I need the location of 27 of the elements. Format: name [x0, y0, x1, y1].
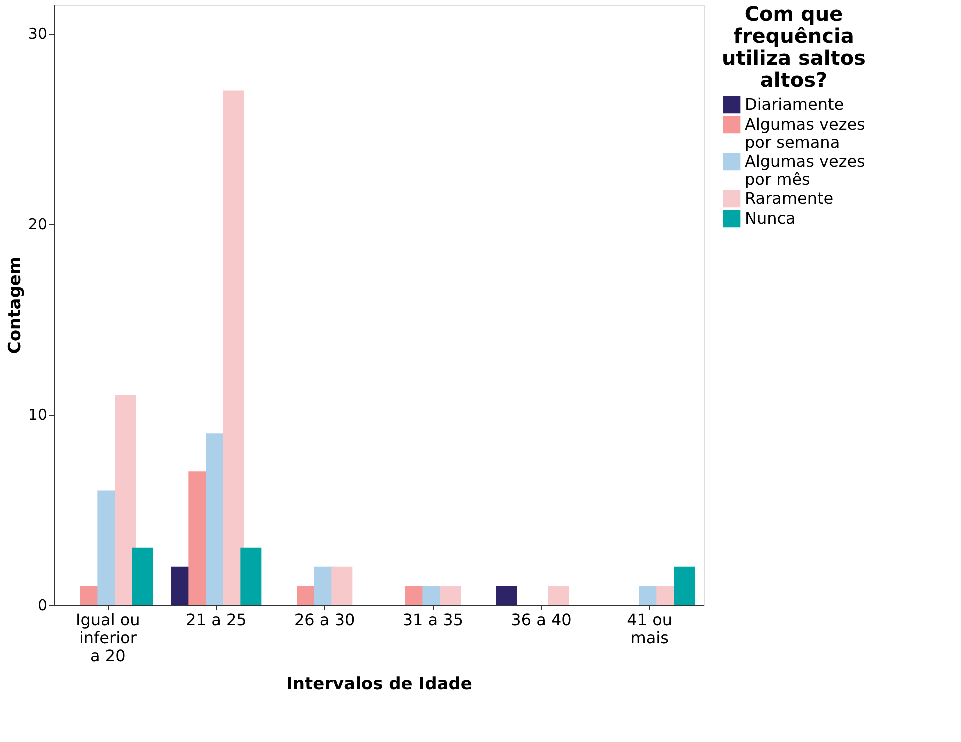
bar — [132, 548, 154, 605]
x-tick-label: 41 ou mais — [627, 610, 673, 648]
bar — [674, 566, 695, 605]
bar — [223, 90, 244, 605]
x-tick-label: 21 a 25 — [186, 610, 247, 630]
legend-label: Algumas vezes por semana — [745, 115, 866, 152]
legend-label: Diariamente — [745, 95, 844, 114]
y-tick-label: 20 — [28, 216, 48, 234]
legend-label: Algumas vezes por mês — [745, 152, 866, 189]
legend-title: Com que frequência utiliza saltos altos? — [722, 2, 866, 92]
bar — [332, 566, 353, 605]
bar — [115, 395, 136, 605]
y-tick-label: 0 — [38, 596, 48, 614]
y-axis-title: Contagem — [5, 256, 26, 354]
x-axis-title: Intervalos de Idade — [286, 674, 472, 694]
y-tick-label: 10 — [28, 406, 48, 424]
legend-label: Raramente — [745, 189, 834, 208]
x-tick-label: 36 a 40 — [511, 610, 572, 630]
bar — [496, 586, 518, 605]
x-tick-label: Igual ou inferior a 20 — [76, 610, 140, 666]
bar — [548, 586, 570, 605]
bar — [240, 548, 262, 605]
legend-label: Nunca — [745, 209, 796, 228]
y-tick-label: 30 — [28, 25, 48, 44]
bar — [440, 586, 461, 605]
x-tick-label: 31 a 35 — [402, 610, 464, 630]
x-tick-label: 26 a 30 — [294, 610, 356, 630]
